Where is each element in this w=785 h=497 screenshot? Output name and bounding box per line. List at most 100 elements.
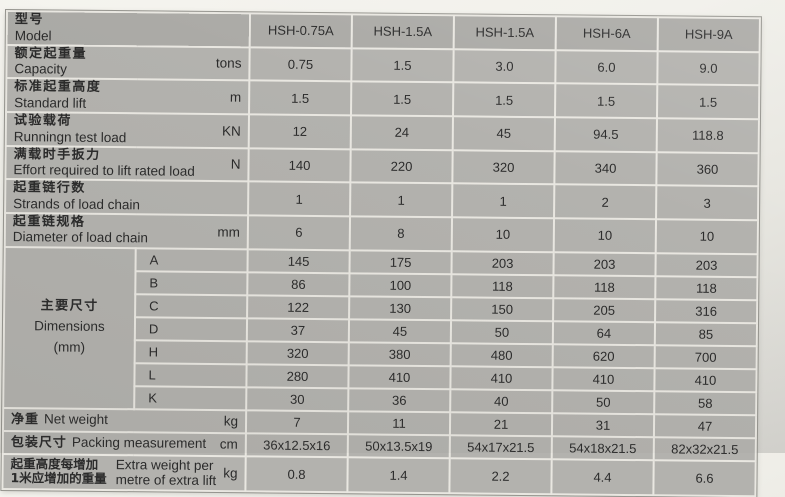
model-name-cell: HSH-1.5A bbox=[453, 15, 556, 50]
strands-row-label: 起重链行数 Strands of load chain bbox=[5, 179, 249, 216]
value-cell: 8 bbox=[349, 216, 453, 251]
row-label-en: Diameter of load chain bbox=[12, 229, 148, 246]
value-cell: 145 bbox=[247, 248, 350, 273]
unit-label: m bbox=[229, 89, 242, 105]
value-cell: 9.0 bbox=[657, 50, 760, 86]
dimensions-unit: (mm) bbox=[53, 339, 86, 355]
packing-row-label: 包装尺寸 Packing measurement cm bbox=[2, 430, 246, 456]
value-cell: 50 bbox=[450, 319, 554, 344]
value-cell: 100 bbox=[349, 272, 452, 297]
hoist-spec-table: 型号 Model HSH-0.75A HSH-1.5A HSH-1.5A HSH… bbox=[0, 8, 762, 497]
value-cell: 1.5 bbox=[453, 82, 556, 118]
dimensions-label-zh: 主要尺寸 bbox=[40, 298, 99, 314]
value-cell: 1.5 bbox=[656, 84, 760, 120]
value-cell: 410 bbox=[654, 367, 757, 392]
value-cell: 64 bbox=[552, 320, 656, 345]
value-cell: 86 bbox=[247, 271, 350, 296]
value-cell: 118 bbox=[451, 273, 554, 298]
unit-label: cm bbox=[219, 436, 238, 452]
value-cell: 85 bbox=[654, 321, 758, 346]
unit-label: kg bbox=[223, 413, 239, 429]
row-label-en: Effort required to lift rated load bbox=[13, 162, 195, 179]
value-cell: 700 bbox=[654, 344, 757, 369]
row-label-zh: 试验载荷 bbox=[13, 113, 73, 129]
value-cell: 130 bbox=[349, 295, 452, 320]
value-cell: 620 bbox=[552, 343, 655, 368]
value-cell: 54x18x21.5 bbox=[551, 435, 654, 460]
value-cell: 36 bbox=[348, 387, 451, 412]
row-label-zh: 起重高度每增加 1米应增加的重量 bbox=[10, 455, 107, 487]
capacity-row-label: 额定起重量 Capacity tons bbox=[6, 44, 250, 81]
value-cell: 410 bbox=[450, 365, 553, 390]
row-label-en: Packing measurement bbox=[71, 434, 207, 451]
value-cell: 1.5 bbox=[249, 80, 352, 116]
dimension-letter-cell: K bbox=[134, 385, 247, 410]
dimension-letter-cell: D bbox=[134, 316, 248, 341]
value-cell: 45 bbox=[348, 318, 452, 343]
value-cell: 10 bbox=[553, 218, 657, 253]
row-label-zh: 净重 bbox=[10, 411, 40, 428]
value-cell: 122 bbox=[247, 294, 350, 319]
value-cell: 21 bbox=[449, 411, 553, 436]
effort-row-label: 满载时手扳力 Effort required to lift rated loa… bbox=[5, 145, 249, 182]
unit-label: N bbox=[230, 157, 241, 173]
value-cell: 50 bbox=[552, 389, 655, 414]
value-cell: 203 bbox=[655, 252, 758, 277]
model-name-cell: HSH-1.5A bbox=[351, 14, 454, 49]
value-cell: 1 bbox=[350, 182, 453, 218]
value-cell: 7 bbox=[245, 409, 349, 434]
value-cell: 2.2 bbox=[449, 457, 552, 494]
value-cell: 118 bbox=[553, 274, 656, 299]
dimension-group-label: 主要尺寸 Dimensions (mm) bbox=[3, 246, 136, 409]
row-label-en: Extra weight per metre of extra lift bbox=[115, 456, 217, 489]
model-name-cell: HSH-6A bbox=[555, 16, 658, 51]
model-label-en: Model bbox=[14, 27, 52, 43]
extra-weight-row-label: 起重高度每增加 1米应增加的重量 Extra weight per metre … bbox=[2, 453, 246, 491]
value-cell: 45 bbox=[452, 116, 555, 151]
value-cell: 6.6 bbox=[653, 459, 756, 496]
net-weight-row-label: 净重 Net weight kg bbox=[2, 407, 247, 433]
diameter-row-label: 起重链规格 Diameter of load chain mm bbox=[4, 212, 249, 249]
value-cell: 203 bbox=[451, 250, 554, 275]
value-cell: 54x17x21.5 bbox=[449, 434, 552, 459]
value-cell: 36x12.5x16 bbox=[245, 432, 348, 457]
value-cell: 31 bbox=[551, 412, 655, 437]
value-cell: 1 bbox=[452, 183, 555, 219]
model-row-label: 型号 Model bbox=[6, 11, 250, 47]
value-cell: 1.5 bbox=[351, 47, 454, 83]
value-cell: 380 bbox=[348, 341, 451, 366]
value-cell: 24 bbox=[350, 115, 454, 150]
dimensions-label-en: Dimensions bbox=[34, 318, 105, 335]
value-cell: 340 bbox=[554, 150, 657, 186]
model-name-cell: HSH-0.75A bbox=[249, 13, 352, 48]
value-cell: 150 bbox=[451, 296, 554, 321]
value-cell: 10 bbox=[451, 217, 555, 252]
value-cell: 58 bbox=[654, 390, 757, 415]
value-cell: 280 bbox=[246, 363, 349, 388]
value-cell: 140 bbox=[248, 147, 351, 183]
value-cell: 3 bbox=[656, 185, 759, 221]
value-cell: 4.4 bbox=[551, 458, 654, 495]
value-cell: 320 bbox=[452, 149, 555, 185]
value-cell: 3.0 bbox=[453, 48, 556, 84]
value-cell: 94.5 bbox=[554, 117, 657, 152]
extra-weight-row: 起重高度每增加 1米应增加的重量 Extra weight per metre … bbox=[2, 453, 756, 496]
value-cell: 40 bbox=[450, 388, 553, 413]
model-name-cell: HSH-9A bbox=[657, 17, 760, 52]
value-cell: 1.4 bbox=[347, 456, 450, 493]
row-label-en: Runningn test load bbox=[13, 128, 127, 145]
row-label-en: Standard lift bbox=[14, 94, 87, 111]
value-cell: 480 bbox=[450, 342, 553, 367]
value-cell: 360 bbox=[656, 151, 759, 187]
value-cell: 0.75 bbox=[249, 46, 352, 82]
standard-lift-row-label: 标准起重高度 Standard lift m bbox=[6, 78, 250, 115]
value-cell: 1 bbox=[248, 181, 351, 217]
value-cell: 118.8 bbox=[656, 118, 759, 153]
value-cell: 37 bbox=[246, 317, 350, 342]
row-label-en: Net weight bbox=[44, 411, 108, 427]
value-cell: 175 bbox=[349, 249, 452, 274]
value-cell: 2 bbox=[554, 184, 657, 220]
spec-table-photo: 型号 Model HSH-0.75A HSH-1.5A HSH-1.5A HSH… bbox=[0, 8, 762, 497]
value-cell: 30 bbox=[246, 386, 349, 411]
